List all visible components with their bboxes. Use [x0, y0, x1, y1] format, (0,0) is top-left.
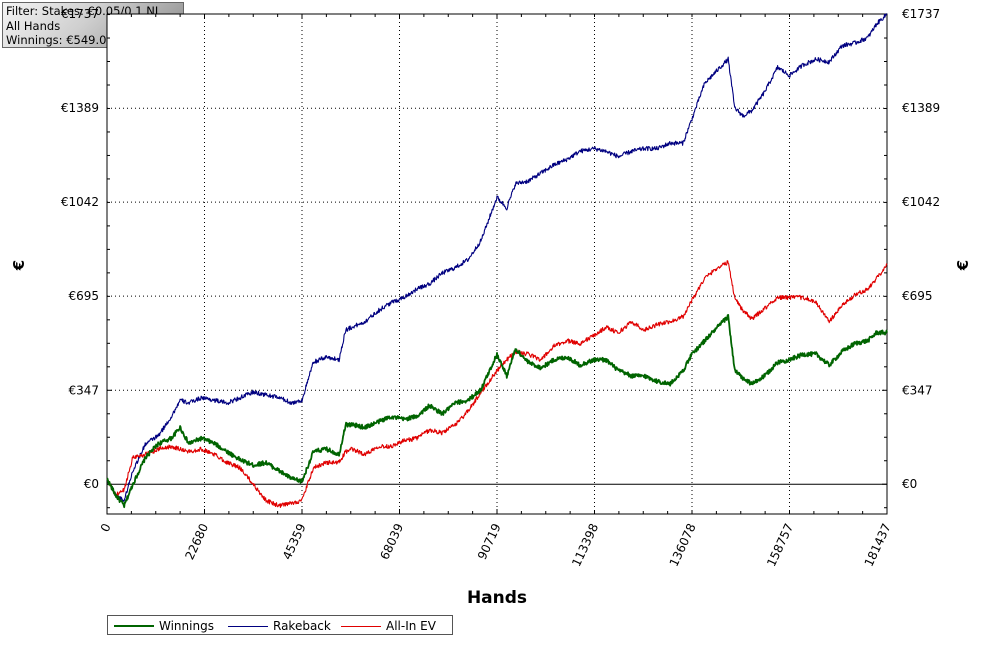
legend-label-winnings: Winnings	[159, 619, 214, 633]
x-tick-label: 181437	[862, 521, 894, 568]
winnings-total-text: Winnings: €549.01	[6, 33, 114, 47]
legend-label-allin-ev: All-In EV	[386, 619, 436, 633]
y-tick-label-left: €0	[84, 477, 99, 491]
series-line-all-in-ev	[106, 260, 888, 508]
x-tick-label: 158757	[764, 521, 796, 568]
filter-hands-text: All Hands	[6, 18, 61, 33]
legend-swatch-allin-ev	[341, 626, 381, 627]
y-tick-label-left: €1042	[61, 195, 99, 209]
legend-swatch-rakeback	[228, 626, 268, 627]
y-tick-label-left: €1737	[61, 7, 99, 21]
y-axis-title-right: €	[954, 260, 972, 271]
x-tick-label: 0	[98, 521, 114, 534]
y-tick-label-left: €695	[68, 289, 99, 303]
y-tick-label-right: €1389	[902, 101, 940, 115]
x-tick-label: 136078	[667, 521, 699, 568]
series-line-rakeback	[106, 13, 888, 503]
y-tick-label-right: €0	[902, 477, 917, 491]
y-tick-label-left: €347	[68, 383, 99, 397]
legend-swatch-winnings	[114, 625, 154, 627]
series-line-winnings	[106, 314, 888, 509]
chart-legend: Winnings Rakeback All-In EV	[107, 615, 453, 635]
y-tick-label-right: €347	[902, 383, 933, 397]
x-tick-label: 22680	[182, 521, 211, 562]
y-tick-label-right: €1042	[902, 195, 940, 209]
y-tick-label-right: €695	[902, 289, 933, 303]
x-tick-label: 90719	[475, 521, 504, 562]
x-tick-label: 68039	[377, 521, 406, 562]
x-tick-label: 45359	[280, 521, 309, 562]
y-tick-label-right: €1737	[902, 7, 940, 21]
x-tick-label: 113398	[569, 521, 601, 568]
y-tick-label-left: €1389	[61, 101, 99, 115]
y-axis-title-left: €	[10, 260, 28, 271]
legend-label-rakeback: Rakeback	[273, 619, 331, 633]
x-axis-title: Hands	[467, 588, 527, 608]
